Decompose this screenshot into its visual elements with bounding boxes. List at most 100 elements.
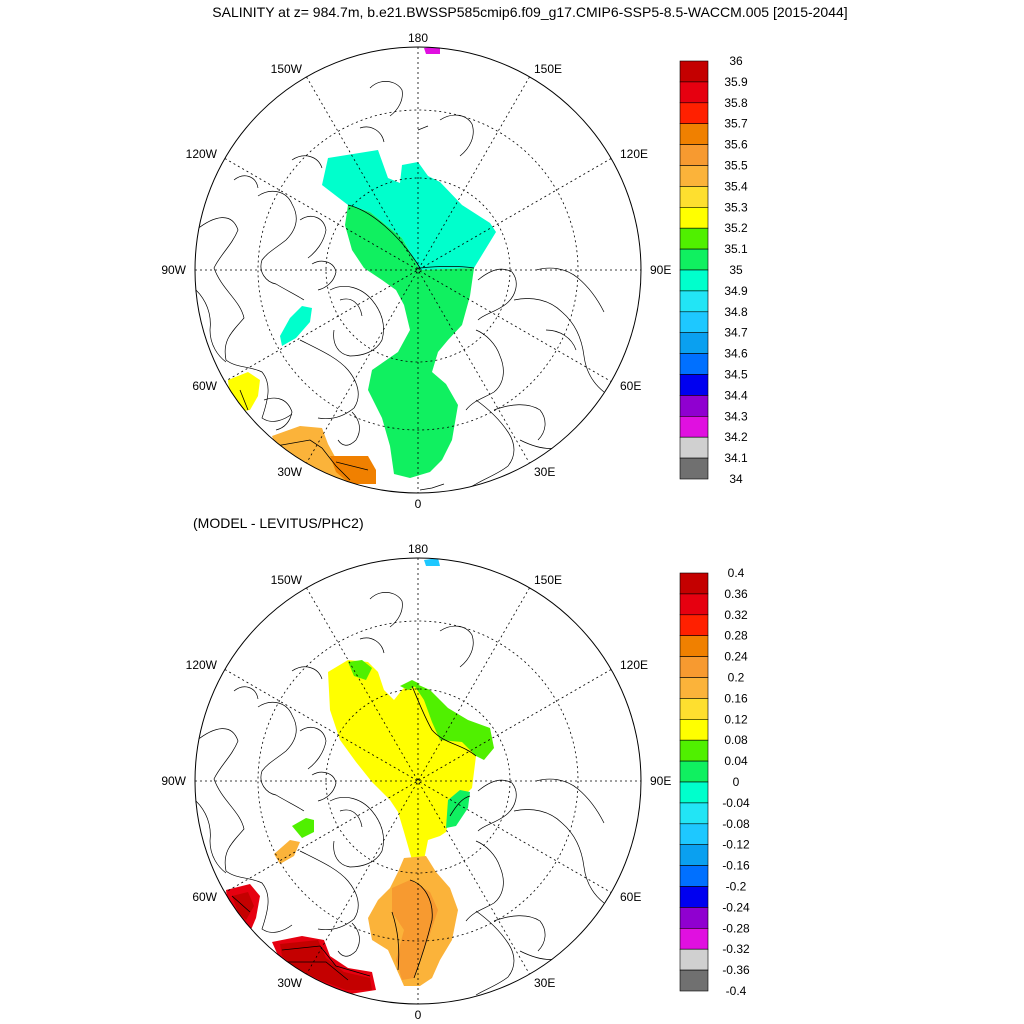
colorbar-tick-label: 35.2 bbox=[724, 221, 748, 235]
colorbar-tick-label: 0.28 bbox=[724, 629, 748, 643]
colorbar-difference: 0.4 0.36 0.32 0.28 0.24 0.2 0.16 0.12 0.08 0.04 0 -… bbox=[679, 566, 750, 998]
lon-label-60e: 60E bbox=[620, 890, 641, 904]
colorbar-tick-label: -0.32 bbox=[722, 942, 750, 956]
colorbar-tick-label: 0 bbox=[733, 775, 740, 789]
colorbar-tick-label: -0.28 bbox=[722, 921, 750, 935]
lon-label-90w: 90W bbox=[161, 263, 186, 277]
lon-label-90e: 90E bbox=[650, 774, 671, 788]
colorbar-swatch bbox=[679, 374, 709, 396]
colorbar-tick-label: 0.04 bbox=[724, 754, 748, 768]
diff-field-0.04-small bbox=[446, 790, 470, 828]
lon-label-180: 180 bbox=[408, 542, 428, 556]
diff-field-0.24 bbox=[392, 880, 438, 980]
colorbar-swatch bbox=[679, 656, 709, 678]
lon-label-60e: 60E bbox=[620, 379, 641, 393]
colorbar-swatch bbox=[679, 415, 709, 438]
colorbar-tick-label: 35.5 bbox=[724, 159, 748, 173]
field-34.9 bbox=[322, 150, 496, 270]
colorbar-swatch bbox=[679, 248, 709, 271]
colorbar-swatch bbox=[679, 614, 709, 636]
colorbar-swatch bbox=[679, 907, 709, 929]
colorbar-tick-label: 34.7 bbox=[724, 326, 748, 340]
colorbar-swatch bbox=[679, 677, 709, 699]
colorbar-tick-label: 35.9 bbox=[724, 75, 748, 89]
colorbar-tick-label: 35.8 bbox=[724, 96, 748, 110]
colorbar-swatch bbox=[679, 436, 709, 459]
colorbar-swatch bbox=[679, 186, 709, 208]
colorbar-tick-label: -0.36 bbox=[722, 963, 750, 977]
diff-field-0.2-left bbox=[274, 840, 300, 864]
colorbar-swatch bbox=[679, 290, 709, 313]
colorbar-swatch bbox=[679, 844, 709, 866]
colorbar-salinity: 36 35.9 35.8 35.7 35.6 35.5 35.4 35.3 35.2 35.1 35… bbox=[679, 54, 748, 486]
figure-title: SALINITY at z= 984.7m, b.e21.BWSSP585cmi… bbox=[212, 4, 848, 20]
colorbar-swatch bbox=[679, 227, 709, 250]
lon-label-150e: 150E bbox=[534, 62, 562, 76]
colorbar-swatch bbox=[679, 311, 709, 333]
lon-label-30w: 30W bbox=[277, 465, 302, 479]
colorbar-swatch bbox=[679, 332, 709, 354]
lon-label-150w: 150W bbox=[271, 573, 303, 587]
diff-field-0.12 bbox=[328, 660, 476, 860]
colorbar-tick-label: 0.08 bbox=[724, 733, 748, 747]
lon-label-60w: 60W bbox=[192, 379, 217, 393]
field-34.9-left bbox=[280, 306, 312, 346]
field-35.5 bbox=[330, 456, 376, 484]
colorbar-swatch bbox=[679, 207, 709, 229]
diff-field-0.04-top bbox=[348, 660, 372, 680]
colorbar-swatch bbox=[679, 969, 709, 992]
lon-label-180: 180 bbox=[408, 31, 428, 45]
lon-label-150w: 150W bbox=[271, 62, 303, 76]
colorbar-tick-label: -0.24 bbox=[722, 900, 750, 914]
difference-map-panel: 180 0 90W 90E 150W 150E 120W 120E 60W 60… bbox=[161, 542, 750, 1022]
colorbar-swatch bbox=[679, 81, 709, 104]
colorbar-swatch bbox=[679, 718, 709, 741]
colorbar-tick-label: 35.1 bbox=[724, 242, 748, 256]
colorbar-tick-label: 0.2 bbox=[728, 671, 745, 685]
lon-label-120e: 120E bbox=[620, 658, 648, 672]
colorbar-tick-label: 34.3 bbox=[724, 409, 748, 423]
colorbar-swatch bbox=[679, 123, 709, 145]
colorbar-swatch bbox=[679, 635, 709, 657]
colorbar-tick-label: 0.36 bbox=[724, 587, 748, 601]
colorbar-swatch bbox=[679, 353, 709, 375]
colorbar-tick-label: 34.6 bbox=[724, 347, 748, 361]
colorbar-swatch bbox=[679, 60, 709, 83]
colorbar-tick-label: 36 bbox=[729, 54, 743, 68]
colorbar-tick-label: 0.24 bbox=[724, 650, 748, 664]
colorbar-tick-label: 35.7 bbox=[724, 117, 748, 131]
colorbar-tick-label: 34.4 bbox=[724, 388, 748, 402]
lon-label-150e: 150E bbox=[534, 573, 562, 587]
colorbar-swatch bbox=[679, 781, 709, 804]
colorbar-swatch bbox=[679, 457, 709, 480]
colorbar-swatch bbox=[679, 165, 709, 187]
colorbar-swatch bbox=[679, 886, 709, 908]
colorbar-tick-label: -0.04 bbox=[722, 796, 750, 810]
colorbar-swatch bbox=[679, 927, 709, 950]
colorbar-swatch bbox=[679, 823, 709, 845]
colorbar-tick-label: 34.1 bbox=[724, 451, 748, 465]
colorbar-swatch bbox=[679, 739, 709, 762]
lon-label-90e: 90E bbox=[650, 263, 671, 277]
colorbar-tick-label: 34.8 bbox=[724, 305, 748, 319]
diff-field-0.04-right bbox=[412, 682, 494, 760]
colorbar-swatch bbox=[679, 948, 709, 971]
colorbar-tick-label: 0.4 bbox=[728, 566, 745, 580]
colorbar-tick-label: -0.08 bbox=[722, 817, 750, 831]
colorbar-tick-label: 35.6 bbox=[724, 138, 748, 152]
diff-field-0.08-top bbox=[400, 680, 420, 690]
colorbar-tick-label: 35 bbox=[729, 263, 743, 277]
field-35.0 bbox=[345, 205, 474, 478]
colorbar-swatch bbox=[679, 269, 709, 292]
lon-label-120w: 120W bbox=[186, 658, 218, 672]
lon-label-120w: 120W bbox=[186, 147, 218, 161]
colorbar-tick-label: -0.2 bbox=[726, 880, 747, 894]
colorbar-tick-label: -0.4 bbox=[726, 984, 747, 998]
colorbar-tick-label: 0.12 bbox=[724, 712, 748, 726]
lon-label-30w: 30W bbox=[277, 976, 302, 990]
colorbar-tick-label: 34.5 bbox=[724, 368, 748, 382]
colorbar-tick-label: 0.16 bbox=[724, 691, 748, 705]
lon-label-60w: 60W bbox=[192, 890, 217, 904]
colorbar-swatch bbox=[679, 572, 709, 595]
lon-label-30e: 30E bbox=[534, 465, 555, 479]
